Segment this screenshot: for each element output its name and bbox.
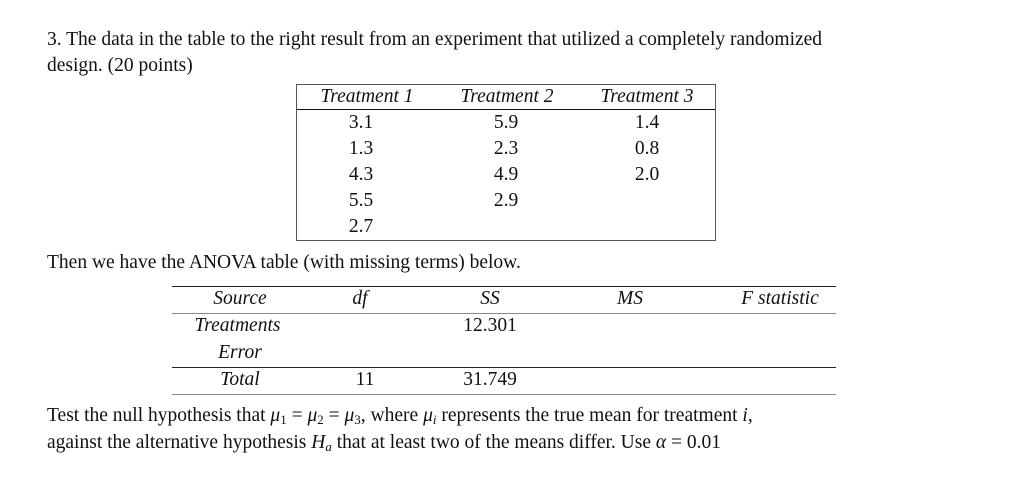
anova-intro-text: Then we have the ANOVA table (with missi… <box>47 252 521 273</box>
text: , <box>747 405 753 426</box>
table-cell: 2.3 <box>493 138 519 159</box>
h-symbol: H <box>311 432 326 453</box>
anova-header-ms: MS <box>617 288 643 309</box>
anova-top-rule <box>172 286 836 287</box>
table-cell: 2.9 <box>493 190 519 211</box>
anova-bottom-rule <box>172 394 836 395</box>
anova-header-ss: SS <box>480 288 500 309</box>
alpha-value: = 0.01 <box>666 432 721 453</box>
hypothesis-line-1: Test the null hypothesis that μ1 = μ2 = … <box>47 404 753 428</box>
anova-total-rule <box>172 367 836 368</box>
treatment-data-table: Treatment 1 Treatment 2 Treatment 3 3.1 … <box>296 84 716 241</box>
anova-row-source: Error <box>218 342 262 363</box>
table-cell: 5.9 <box>493 112 519 133</box>
text: against the alternative hypothesis <box>47 432 312 453</box>
table-cell: 2.7 <box>348 216 374 237</box>
anova-header-df: df <box>352 288 368 309</box>
problem-statement-line-2: design. (20 points) <box>47 55 193 76</box>
problem-statement-line-1: 3. The data in the table to the right re… <box>47 29 823 50</box>
equals: = <box>323 405 345 426</box>
anova-header-f-statistic: F statistic <box>741 288 819 309</box>
anova-row-source: Total <box>220 369 260 390</box>
anova-row-ss: 12.301 <box>463 315 517 336</box>
anova-header-source: Source <box>213 288 267 309</box>
text: Test the null hypothesis that <box>47 405 271 426</box>
mu-symbol: μ <box>423 405 433 426</box>
table-cell: 0.8 <box>634 138 660 159</box>
table-cell: 1.3 <box>348 138 374 159</box>
header-treatment-2: Treatment 2 <box>460 86 554 107</box>
header-treatment-3: Treatment 3 <box>600 86 694 107</box>
table-cell: 4.3 <box>348 164 374 185</box>
alpha-symbol: α <box>655 432 667 453</box>
subscript: 3 <box>354 412 361 427</box>
header-divider <box>297 109 715 110</box>
anova-row-ss: 31.749 <box>463 369 517 390</box>
text: that at least two of the means differ. U… <box>331 432 656 453</box>
subscript: a <box>325 439 332 454</box>
anova-row-df: 11 <box>355 369 375 390</box>
table-cell: 3.1 <box>348 112 374 133</box>
subscript: 1 <box>280 412 287 427</box>
index-i: i <box>742 405 748 426</box>
mu-symbol: μ <box>307 405 318 426</box>
table-cell: 2.0 <box>634 164 660 185</box>
table-cell: 1.4 <box>634 112 660 133</box>
hypothesis-line-2: against the alternative hypothesis Ha th… <box>47 431 721 455</box>
equals: = <box>286 405 308 426</box>
table-cell: 4.9 <box>493 164 519 185</box>
mu-symbol: μ <box>270 405 281 426</box>
mu-symbol: μ <box>344 405 355 426</box>
subscript: i <box>432 412 437 427</box>
text: represents the true mean for treatment <box>436 405 743 426</box>
table-cell: 5.5 <box>348 190 374 211</box>
anova-header-rule <box>172 313 836 314</box>
header-treatment-1: Treatment 1 <box>320 86 414 107</box>
subscript: 2 <box>317 412 324 427</box>
text: , where <box>360 405 424 426</box>
anova-row-source: Treatments <box>194 315 281 336</box>
